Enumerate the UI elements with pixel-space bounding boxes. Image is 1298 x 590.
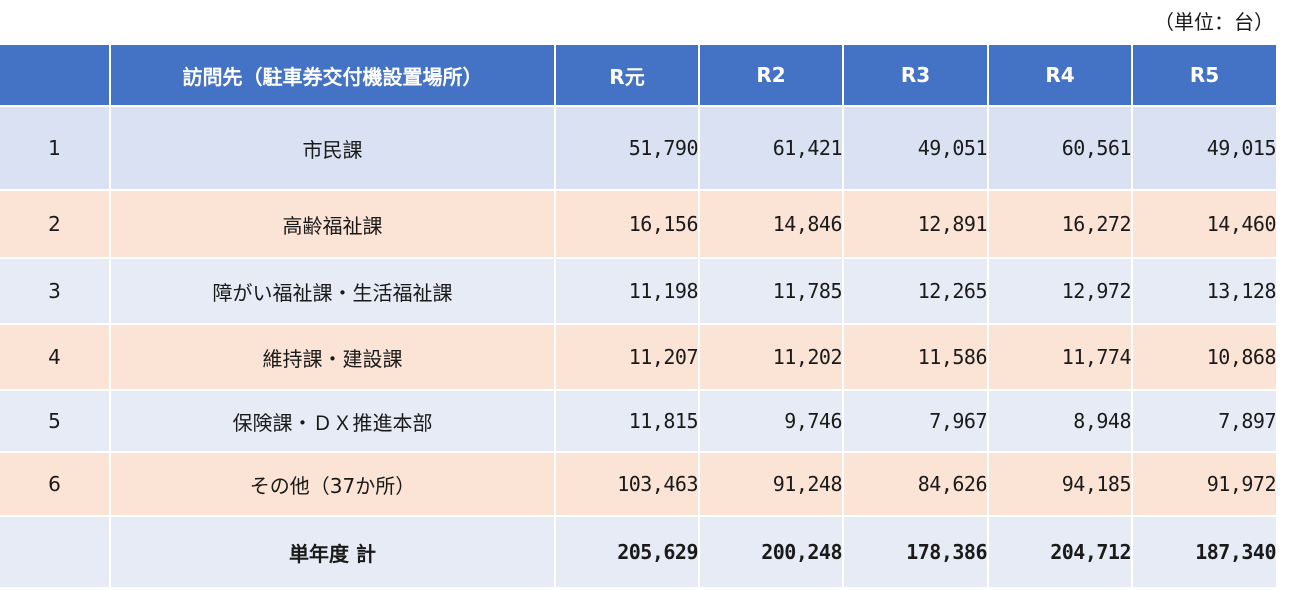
cell-value: 12,265	[843, 258, 989, 325]
cell-value: 91,248	[699, 452, 844, 517]
cell-value: 61,421	[699, 106, 844, 191]
table-row: 1 市民課 51,790 61,421 49,051 60,561 49,015	[0, 106, 1276, 191]
row-place: 高齢福祉課	[110, 190, 556, 259]
table-row: 2 高齢福祉課 16,156 14,846 12,891 16,272 14,4…	[0, 190, 1276, 259]
row-place: 保険課・ＤＸ推進本部	[110, 390, 556, 453]
header-row: 訪問先（駐車券交付機設置場所） R元 R2 R3 R4 R5	[0, 45, 1276, 107]
row-number: 2	[0, 190, 111, 259]
cell-value: 11,785	[699, 258, 844, 325]
cell-value: 16,156	[555, 190, 700, 259]
cell-value: 7,967	[843, 390, 989, 453]
cell-value: 16,272	[988, 190, 1133, 259]
row-number: 5	[0, 390, 111, 453]
cell-value: 51,790	[555, 106, 700, 191]
cell-value: 11,207	[555, 324, 700, 391]
cell-value: 91,972	[1132, 452, 1276, 517]
row-place: 障がい福祉課・生活福祉課	[110, 258, 556, 325]
cell-value: 11,198	[555, 258, 700, 325]
row-number: 4	[0, 324, 111, 391]
cell-value: 13,128	[1132, 258, 1276, 325]
header-year-r3: R3	[843, 45, 989, 107]
table-row: 3 障がい福祉課・生活福祉課 11,198 11,785 12,265 12,9…	[0, 258, 1276, 325]
row-number: 1	[0, 106, 111, 191]
row-place: 維持課・建設課	[110, 324, 556, 391]
row-place: 市民課	[110, 106, 556, 191]
table-row: 6 その他（37か所） 103,463 91,248 84,626 94,185…	[0, 452, 1276, 517]
cell-value: 8,948	[988, 390, 1133, 453]
cell-value: 11,202	[699, 324, 844, 391]
header-year-r1: R元	[555, 45, 700, 107]
cell-value: 12,891	[843, 190, 989, 259]
cell-value: 14,846	[699, 190, 844, 259]
table-row: 4 維持課・建設課 11,207 11,202 11,586 11,774 10…	[0, 324, 1276, 391]
row-number: 6	[0, 452, 111, 517]
cell-value: 11,815	[555, 390, 700, 453]
data-table: 訪問先（駐車券交付機設置場所） R元 R2 R3 R4 R5 1 市民課 51,…	[0, 45, 1276, 589]
total-value: 200,248	[699, 516, 844, 589]
header-year-r5: R5	[1132, 45, 1276, 107]
row-place: その他（37か所）	[110, 452, 556, 517]
cell-value: 103,463	[555, 452, 700, 517]
total-value: 204,712	[988, 516, 1133, 589]
table-row: 5 保険課・ＤＸ推進本部 11,815 9,746 7,967 8,948 7,…	[0, 390, 1276, 453]
total-row: 単年度 計 205,629 200,248 178,386 204,712 18…	[0, 516, 1276, 589]
cell-value: 14,460	[1132, 190, 1276, 259]
cell-value: 49,015	[1132, 106, 1276, 191]
total-row-number	[0, 516, 111, 589]
cell-value: 60,561	[988, 106, 1133, 191]
row-number: 3	[0, 258, 111, 325]
cell-value: 49,051	[843, 106, 989, 191]
total-value: 187,340	[1132, 516, 1276, 589]
unit-note: （単位：台）	[1154, 10, 1274, 34]
total-value: 205,629	[555, 516, 700, 589]
cell-value: 11,586	[843, 324, 989, 391]
cell-value: 94,185	[988, 452, 1133, 517]
cell-value: 12,972	[988, 258, 1133, 325]
header-year-r2: R2	[699, 45, 844, 107]
cell-value: 11,774	[988, 324, 1133, 391]
total-label: 単年度 計	[110, 516, 556, 589]
total-value: 178,386	[843, 516, 989, 589]
header-place: 訪問先（駐車券交付機設置場所）	[110, 45, 556, 107]
cell-value: 10,868	[1132, 324, 1276, 391]
cell-value: 7,897	[1132, 390, 1276, 453]
header-year-r4: R4	[988, 45, 1133, 107]
cell-value: 84,626	[843, 452, 989, 517]
header-no	[0, 45, 111, 107]
cell-value: 9,746	[699, 390, 844, 453]
